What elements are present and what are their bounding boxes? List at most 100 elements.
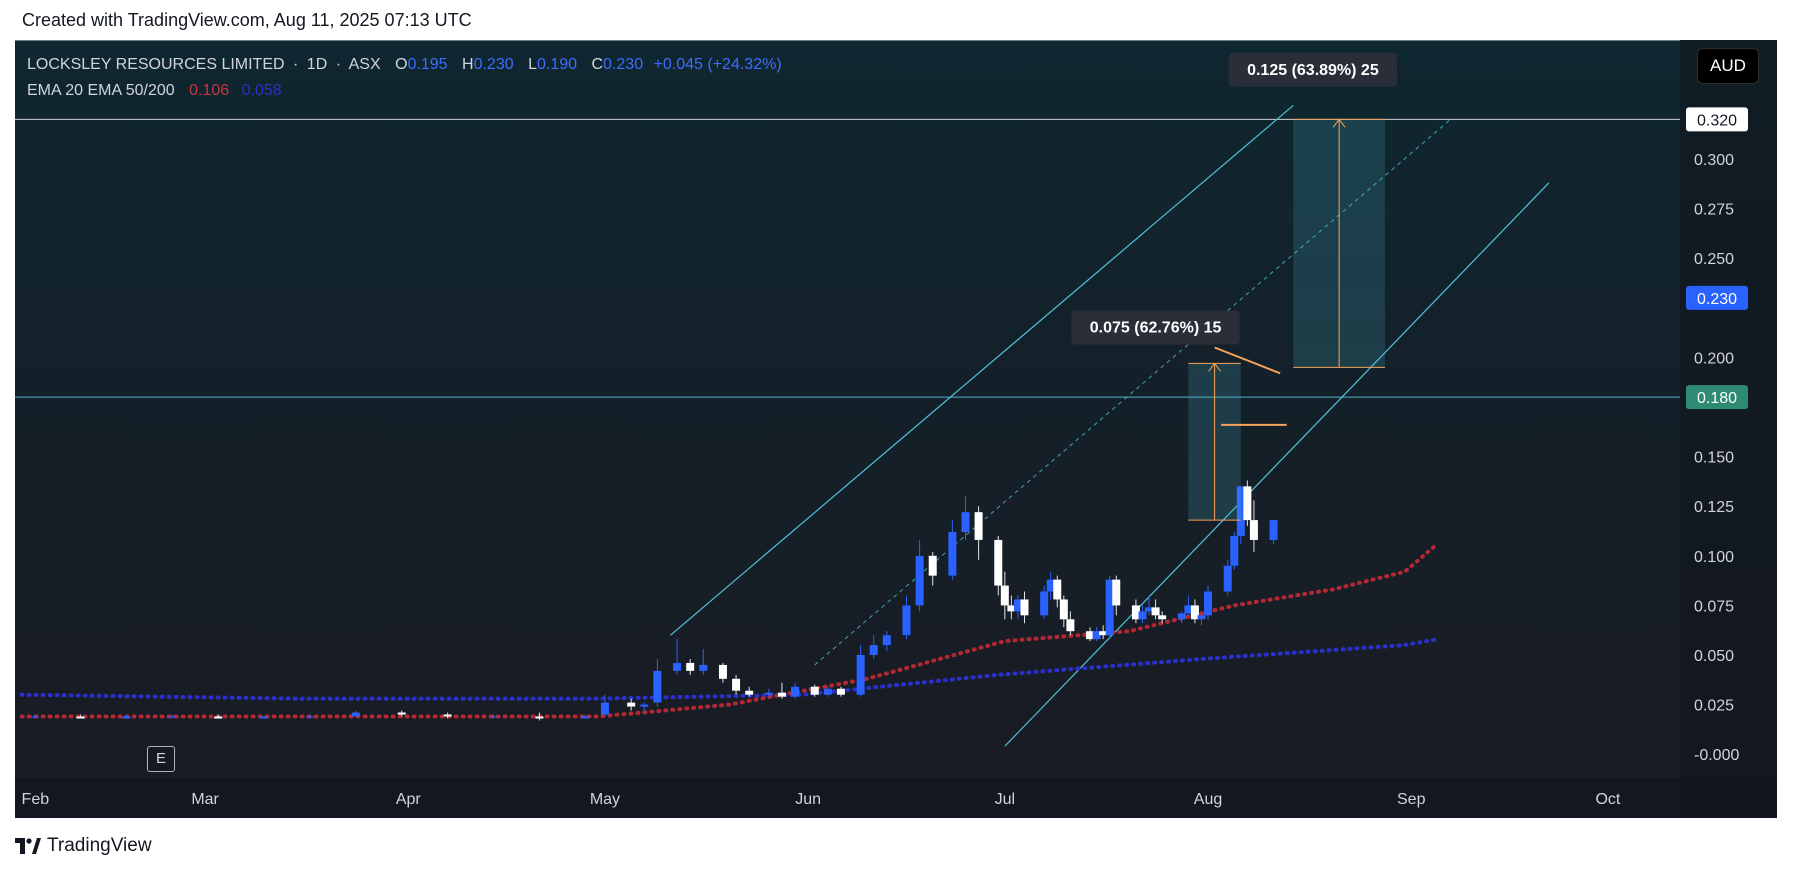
candle-body[interactable] xyxy=(214,716,223,719)
candle-body[interactable] xyxy=(1230,535,1239,566)
candle-body[interactable] xyxy=(673,662,682,671)
candle-body[interactable] xyxy=(718,664,727,679)
measure-second-label: 0.125 (63.89%) 25 xyxy=(1247,62,1379,79)
candle-body[interactable] xyxy=(122,716,131,719)
candle-body[interactable] xyxy=(1158,615,1167,620)
candle-body[interactable] xyxy=(1007,605,1016,612)
candle-body[interactable] xyxy=(653,670,662,703)
candle-body[interactable] xyxy=(882,635,891,646)
candle-body[interactable] xyxy=(928,555,937,576)
candle-body[interactable] xyxy=(745,690,754,695)
candle-body[interactable] xyxy=(1151,607,1160,616)
price-badge[interactable] xyxy=(1686,285,1748,310)
candle-body[interactable] xyxy=(869,645,878,655)
currency-button[interactable]: AUD xyxy=(1697,48,1759,84)
candle-body[interactable] xyxy=(305,716,314,718)
candle-body[interactable] xyxy=(168,716,177,718)
price-badge-label: 0.180 xyxy=(1697,390,1737,407)
candle-body[interactable] xyxy=(1040,591,1049,616)
candle-body[interactable] xyxy=(1145,607,1154,612)
candle-body[interactable] xyxy=(30,716,39,718)
price-badge[interactable] xyxy=(1686,107,1748,132)
candle-body[interactable] xyxy=(1243,486,1252,521)
candle-body[interactable] xyxy=(260,716,269,719)
candle-body[interactable] xyxy=(994,539,1003,586)
candle-body[interactable] xyxy=(961,512,970,532)
tradingview-logo-icon xyxy=(15,838,41,854)
indicator-name[interactable]: EMA 20 EMA 50/200 xyxy=(27,82,175,99)
y-tick-label: 0.250 xyxy=(1694,251,1734,268)
candle-body[interactable] xyxy=(1092,631,1101,640)
candle-body[interactable] xyxy=(1197,615,1206,620)
candle-body[interactable] xyxy=(1138,611,1147,620)
candle-body[interactable] xyxy=(791,686,800,697)
candle-body[interactable] xyxy=(836,688,845,695)
tradingview-logo[interactable]: TradingView xyxy=(15,835,152,857)
price-badge[interactable] xyxy=(1686,385,1748,410)
candle-body[interactable] xyxy=(915,555,924,606)
symbol-name[interactable]: LOCKSLEY RESOURCES LIMITED xyxy=(27,56,285,73)
candle-body[interactable] xyxy=(699,664,708,671)
candle-body[interactable] xyxy=(1059,599,1068,620)
candle-body[interactable] xyxy=(974,512,983,540)
ema20-line[interactable] xyxy=(19,541,1440,719)
candle-body[interactable] xyxy=(777,692,786,697)
candle-body[interactable] xyxy=(1190,605,1199,620)
candle-body[interactable] xyxy=(1053,579,1062,600)
candle-body[interactable] xyxy=(1249,520,1258,540)
candle-body[interactable] xyxy=(1105,579,1114,636)
x-tick-label: Jul xyxy=(995,791,1015,808)
candle-body[interactable] xyxy=(581,716,590,719)
chart-panel[interactable]: 0.075 (62.76%) 15 0.125 (63.89%) 25 -0.000… xyxy=(15,40,1777,818)
candle-body[interactable] xyxy=(397,712,406,715)
candle-body[interactable] xyxy=(1112,579,1121,606)
candle-body[interactable] xyxy=(1099,631,1108,636)
price-badge-label: 0.320 xyxy=(1697,112,1737,129)
candle-body[interactable] xyxy=(535,716,544,719)
candle-body[interactable] xyxy=(1000,585,1009,606)
candle-body[interactable] xyxy=(1020,599,1029,616)
candle-body[interactable] xyxy=(902,605,911,636)
candle-body[interactable] xyxy=(1086,631,1095,640)
price-chart[interactable]: 0.075 (62.76%) 15 0.125 (63.89%) 25 -0.000… xyxy=(15,40,1777,818)
candle-body[interactable] xyxy=(1066,619,1075,632)
candle-body[interactable] xyxy=(1177,613,1186,620)
price-axis[interactable] xyxy=(1680,40,1777,818)
candle-body[interactable] xyxy=(1131,605,1140,620)
resistance-trendline[interactable] xyxy=(1214,346,1281,375)
candle-body[interactable] xyxy=(76,716,85,719)
legend-indicator-row: EMA 20 EMA 50/200 0.106 0.058 xyxy=(27,78,782,104)
candle-body[interactable] xyxy=(764,692,773,695)
candle-body[interactable] xyxy=(443,714,452,717)
x-tick-label: Oct xyxy=(1595,791,1620,808)
ema50-line[interactable] xyxy=(19,637,1440,701)
candle-body[interactable] xyxy=(351,712,360,717)
candle-body[interactable] xyxy=(640,704,649,707)
candle-body[interactable] xyxy=(1236,486,1245,536)
candle-body[interactable] xyxy=(1269,520,1278,540)
candle-body[interactable] xyxy=(948,532,957,576)
channel-upper-line[interactable] xyxy=(670,105,1294,636)
y-tick-label: 0.150 xyxy=(1694,450,1734,467)
candle-body[interactable] xyxy=(1184,605,1193,614)
candle-body[interactable] xyxy=(1046,579,1055,592)
x-tick-label: Jun xyxy=(795,791,821,808)
candle-body[interactable] xyxy=(1204,591,1213,616)
candle-body[interactable] xyxy=(489,716,498,718)
candle-body[interactable] xyxy=(600,702,609,715)
ema50-value: 0.058 xyxy=(241,82,282,99)
candle-body[interactable] xyxy=(1223,565,1232,592)
ohlc-high: H0.230 xyxy=(462,56,514,73)
channel-lower-line[interactable] xyxy=(1004,182,1550,747)
time-axis[interactable] xyxy=(15,778,1777,818)
candle-body[interactable] xyxy=(732,678,741,691)
symbol-interval[interactable]: 1D xyxy=(306,56,328,73)
candle-body[interactable] xyxy=(1013,599,1022,612)
candle-body[interactable] xyxy=(627,702,636,707)
candle-body[interactable] xyxy=(856,655,865,695)
candle-body[interactable] xyxy=(823,688,832,695)
chart-legend: LOCKSLEY RESOURCES LIMITED · 1D · ASX O0… xyxy=(27,52,782,104)
candle-body[interactable] xyxy=(810,686,819,695)
candle-body[interactable] xyxy=(686,662,695,671)
earnings-marker[interactable]: E xyxy=(147,746,175,772)
